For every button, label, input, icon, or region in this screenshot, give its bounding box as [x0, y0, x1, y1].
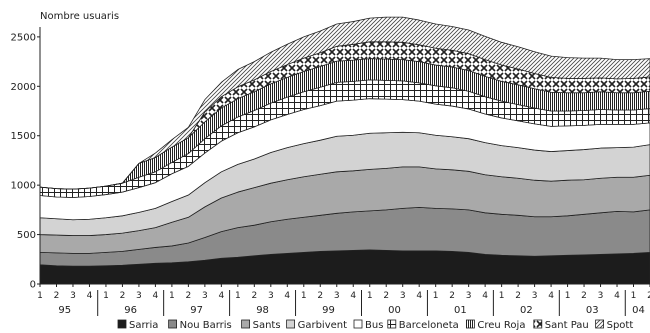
quarter-label: 4	[548, 291, 554, 301]
legend-swatch	[387, 319, 397, 329]
areas-group	[39, 16, 650, 285]
quarter-label: 1	[565, 291, 571, 301]
quarter-label: 3	[202, 291, 208, 301]
legend-item-bus: Bus	[353, 319, 383, 331]
quarter-label: 4	[153, 291, 159, 301]
legend-swatch	[286, 319, 296, 329]
legend-swatch	[241, 319, 251, 329]
legend-label: Sants	[253, 320, 281, 331]
quarter-label: 2	[251, 291, 257, 301]
year-label: 03	[586, 305, 599, 316]
legend: Sarria Nou Barris Sants Garbivent Bus Barcelo…	[117, 319, 634, 331]
legend-item-spott: Spott	[595, 319, 634, 331]
quarter-label: 1	[499, 291, 505, 301]
quarter-label: 1	[301, 291, 307, 301]
quarter-label: 3	[598, 291, 604, 301]
quarter-label: 3	[268, 291, 274, 301]
legend-label: Creu Roja	[477, 320, 525, 331]
year-label: 01	[454, 305, 467, 316]
quarter-label: 4	[218, 291, 224, 301]
year-label: 00	[388, 305, 401, 316]
quarter-label: 2	[317, 291, 323, 301]
quarter-label: 2	[647, 291, 650, 301]
y-tick-label: 1500	[11, 131, 36, 142]
area-spott	[39, 16, 650, 190]
quarter-label: 1	[103, 291, 109, 301]
legend-item-nou-barris: Nou Barris	[168, 319, 232, 331]
quarter-label: 2	[54, 291, 60, 301]
legend-swatch	[353, 319, 363, 329]
legend-swatch	[465, 319, 475, 329]
quarter-label: 2	[120, 291, 126, 301]
legend-label: Sant Pau	[545, 320, 589, 331]
y-tick-label: 2500	[11, 32, 36, 43]
quarter-label: 1	[367, 291, 373, 301]
legend-label: Barceloneta	[399, 320, 459, 331]
y-tick-label: 2000	[11, 82, 36, 93]
legend-label: Spott	[607, 320, 634, 331]
year-label: 95	[58, 305, 71, 316]
quarter-label: 2	[581, 291, 587, 301]
quarter-label: 3	[70, 291, 76, 301]
year-label: 96	[124, 305, 137, 316]
legend-item-garbivent: Garbivent	[286, 319, 348, 331]
legend-label: Bus	[365, 320, 383, 331]
quarter-label: 3	[136, 291, 142, 301]
quarter-label: 4	[284, 291, 290, 301]
quarter-label: 4	[614, 291, 620, 301]
legend-item-creu-roja: Creu Roja	[465, 319, 525, 331]
legend-item-sant-pau: Sant Pau	[533, 319, 589, 331]
quarter-label: 1	[235, 291, 241, 301]
quarter-label: 4	[87, 291, 93, 301]
legend-item-sarria: Sarria	[117, 319, 158, 331]
quarter-label: 4	[482, 291, 488, 301]
quarter-label: 4	[350, 291, 356, 301]
quarter-label: 1	[37, 291, 43, 301]
quarter-label: 2	[383, 291, 389, 301]
year-label: 02	[520, 305, 533, 316]
quarter-label: 2	[515, 291, 521, 301]
y-tick-label: 1000	[11, 181, 36, 192]
legend-swatch	[595, 319, 604, 329]
quarter-label: 3	[466, 291, 472, 301]
year-label: 99	[322, 305, 335, 316]
legend-item-sants: Sants	[241, 319, 281, 331]
year-label: 97	[190, 305, 203, 316]
year-label: 98	[256, 305, 269, 316]
quarter-label: 3	[400, 291, 406, 301]
quarter-label: 1	[169, 291, 175, 301]
quarter-label: 2	[186, 291, 192, 301]
y-tick-label: 0	[30, 280, 36, 291]
quarter-label: 3	[334, 291, 340, 301]
quarter-label: 1	[631, 291, 637, 301]
y-tick-label: 500	[17, 230, 36, 241]
quarter-label: 2	[449, 291, 455, 301]
legend-label: Sarria	[129, 320, 158, 331]
legend-swatch	[168, 319, 178, 329]
legend-swatch	[117, 319, 127, 329]
legend-item-barceloneta: Barceloneta	[387, 319, 459, 331]
legend-label: Nou Barris	[180, 320, 232, 331]
y-axis-label: Nombre usuaris	[40, 11, 119, 22]
legend-swatch	[533, 319, 543, 329]
quarter-label: 1	[433, 291, 439, 301]
quarter-label: 4	[416, 291, 422, 301]
year-label: 04	[632, 305, 645, 316]
legend-label: Garbivent	[298, 320, 348, 331]
quarter-label: 3	[532, 291, 538, 301]
